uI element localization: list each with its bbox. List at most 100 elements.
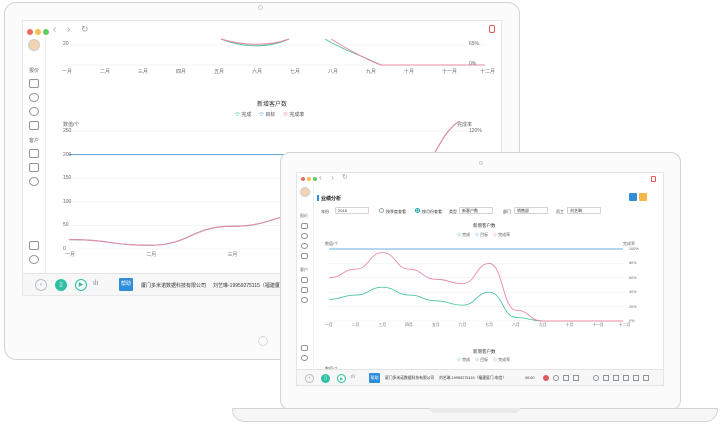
forward-arrow-icon[interactable]: › xyxy=(67,24,71,35)
forward-arrow-icon[interactable]: › xyxy=(331,173,334,182)
shield-icon[interactable] xyxy=(29,93,39,102)
y2-tick-label: 100% xyxy=(629,247,639,251)
compass-icon[interactable] xyxy=(301,243,308,249)
play-icon[interactable]: ▶ xyxy=(75,279,87,291)
call-time: 00:00 xyxy=(525,376,535,380)
fullscreen-icon[interactable] xyxy=(643,375,649,381)
bar-chart-icon[interactable] xyxy=(301,253,308,259)
month-radio[interactable] xyxy=(415,208,420,213)
top-right-tick: 65% xyxy=(469,41,480,47)
dept-select[interactable]: 销售部 xyxy=(514,207,548,214)
year-label: 年份 xyxy=(321,209,329,214)
image-icon[interactable] xyxy=(603,375,609,381)
y-left-label: 数值/个 xyxy=(325,241,339,246)
avatar[interactable] xyxy=(300,187,310,197)
quarter-radio[interactable] xyxy=(379,208,384,213)
grid-icon[interactable] xyxy=(29,241,39,250)
prev-icon[interactable]: ‹ xyxy=(305,374,314,383)
sidebar-section-label: 客户 xyxy=(300,267,308,272)
second-chart-title: 新增客户数 xyxy=(473,349,496,354)
company-name: 厦门多米诺数据科技有限公司 xyxy=(141,283,207,289)
laptop-bottom-bar: ‹ ▯ ▶ ılı 帮助 厦门多米诺数据科技有限公司 刘艺琳-199592751… xyxy=(297,369,663,385)
y2-tick-label: 120% xyxy=(469,128,482,134)
table-icon[interactable] xyxy=(613,375,619,381)
company-name: 厦门多米诺数据科技有限公司 xyxy=(385,376,435,380)
bar-chart-icon[interactable] xyxy=(29,121,39,130)
bars-icon[interactable]: ılı xyxy=(351,374,355,380)
refresh-icon[interactable]: ↻ xyxy=(81,24,89,34)
help-badge[interactable]: 帮助 xyxy=(119,278,133,291)
org-icon[interactable] xyxy=(301,277,308,283)
y-right-label: 完成率 xyxy=(457,122,473,128)
user-icon[interactable] xyxy=(29,177,39,186)
avatar[interactable] xyxy=(28,39,40,51)
maximize-dot[interactable] xyxy=(313,177,317,181)
close-dot[interactable] xyxy=(27,29,33,35)
laptop-line-chart xyxy=(328,248,623,322)
maximize-dot[interactable] xyxy=(43,29,49,35)
help-badge[interactable]: 帮助 xyxy=(369,373,380,383)
org-icon[interactable] xyxy=(29,149,39,158)
settings-icon[interactable] xyxy=(29,255,39,264)
screen-icon[interactable] xyxy=(633,375,639,381)
grid-icon[interactable] xyxy=(301,345,308,351)
shield-icon[interactable] xyxy=(301,233,308,239)
back-arrow-icon[interactable]: ‹ xyxy=(53,24,57,35)
back-arrow-icon[interactable]: ‹ xyxy=(319,173,322,182)
phone-icon[interactable]: ▯ xyxy=(321,374,330,383)
y-left-label: 数值/个 xyxy=(63,122,80,128)
year-select[interactable]: 2018 xyxy=(335,207,369,214)
notification-icon[interactable] xyxy=(651,176,656,182)
y-tick-label: 100 xyxy=(63,198,72,205)
monitor-button xyxy=(258,336,268,346)
type-select[interactable]: 新客户数 xyxy=(459,207,493,214)
y2-tick-label: 80% xyxy=(629,261,637,266)
bars-icon[interactable]: ılı xyxy=(93,280,99,287)
x-tick-label: 五月 xyxy=(431,323,440,327)
close-dot[interactable] xyxy=(301,177,305,181)
legend-complete: ⊖ 完成 xyxy=(235,112,252,118)
user-icon[interactable] xyxy=(301,297,308,303)
top-series-rate xyxy=(220,38,290,45)
printer-icon[interactable] xyxy=(29,163,39,172)
laptop-sidebar: 报价 客户 xyxy=(297,185,314,365)
alert-icon[interactable] xyxy=(543,375,549,381)
x-tick-label: 九月 xyxy=(366,69,377,75)
legend-complete: ⊖ 完成 xyxy=(457,357,471,362)
minimize-dot[interactable] xyxy=(307,177,311,181)
quote-icon[interactable] xyxy=(29,79,39,88)
compass-icon[interactable] xyxy=(29,107,39,116)
refresh-icon[interactable]: ↻ xyxy=(342,174,348,181)
printer-icon[interactable] xyxy=(301,287,308,293)
x-tick-label: 五月 xyxy=(214,69,225,75)
sms-icon[interactable] xyxy=(553,375,559,381)
y2-tick-label: 60% xyxy=(629,275,637,280)
legend-rate: ⊖ 完成率 xyxy=(493,232,511,237)
phone-icon[interactable]: ▯ xyxy=(55,279,67,291)
settings-icon[interactable] xyxy=(301,355,308,361)
play-icon[interactable]: ▶ xyxy=(337,374,346,383)
legend-target: ⊖ 目标 xyxy=(475,357,489,362)
plus-icon[interactable] xyxy=(593,375,599,381)
laptop-notch xyxy=(430,408,520,413)
quote-icon[interactable] xyxy=(301,223,308,229)
sidebar-section-label: 客户 xyxy=(29,138,40,144)
print-icon[interactable] xyxy=(639,193,647,201)
notification-icon[interactable] xyxy=(489,25,495,33)
prev-icon[interactable]: ‹ xyxy=(35,279,47,291)
chart-title: 新增客户数 xyxy=(257,102,288,108)
x-tick-label: 四月 xyxy=(405,323,413,327)
page-title: 业绩分析 xyxy=(321,196,342,202)
contact-info: 刘艺琳-19959275115（福建厦门-电信） xyxy=(439,376,507,380)
x-tick-label: 一月 xyxy=(62,69,73,75)
camera-icon[interactable] xyxy=(623,375,629,381)
contact-info: 刘艺琳-19959275115（福建厦门 xyxy=(213,283,285,289)
staff-select[interactable]: 刘艺琳 xyxy=(567,207,601,214)
y-tick-label: 0 xyxy=(63,246,66,252)
minimize-dot[interactable] xyxy=(35,29,41,35)
sidebar-section-label: 报价 xyxy=(29,68,40,74)
title-accent-bar xyxy=(317,195,319,201)
mail-icon[interactable] xyxy=(573,375,579,381)
folder-icon[interactable] xyxy=(563,375,569,381)
export-icon[interactable] xyxy=(629,193,637,201)
